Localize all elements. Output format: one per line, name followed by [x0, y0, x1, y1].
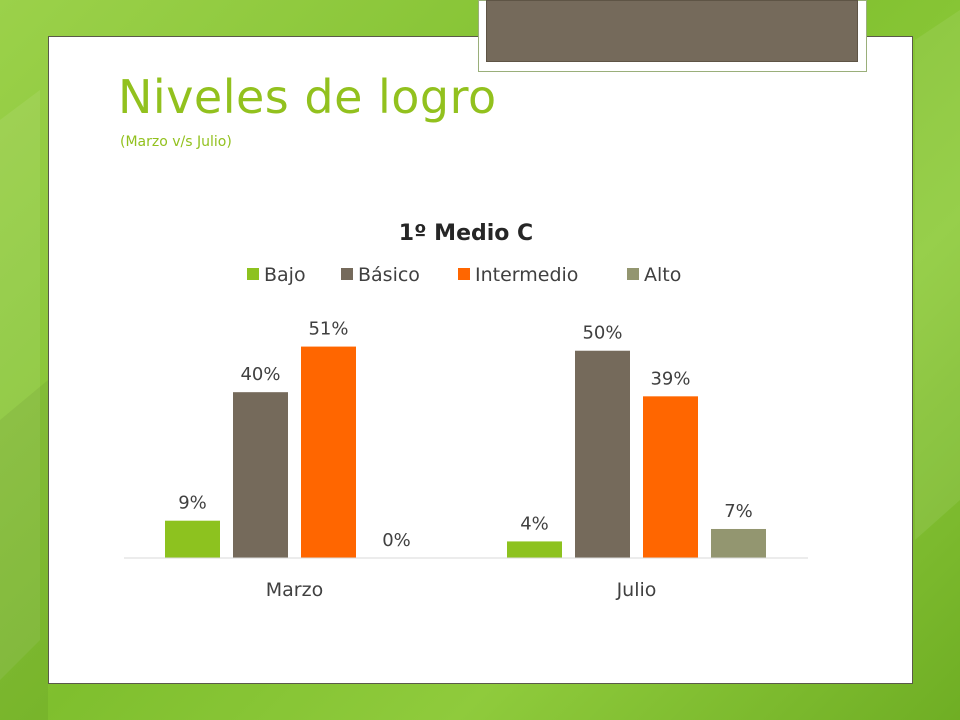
- bar-intermedio-julio: [643, 396, 698, 558]
- bar-bajo-julio: [507, 541, 562, 558]
- chart-legend: Bajo Básico Intermedio Alto: [247, 264, 681, 286]
- data-label-alto-julio: 7%: [724, 501, 753, 522]
- data-label-bajo-julio: 4%: [520, 513, 549, 534]
- chart-data-labels: 9% 40% 51% 0% 4% 50% 39% 7%: [178, 319, 753, 551]
- bar-básico-julio: [575, 350, 630, 558]
- legend-swatch-bajo: [247, 268, 259, 280]
- data-label-básico-julio: 50%: [582, 323, 622, 344]
- legend-label-básico: Básico: [358, 264, 420, 286]
- data-label-alto-marzo: 0%: [382, 530, 411, 551]
- legend-swatch-intermedio: [458, 268, 470, 280]
- bar-alto-julio: [711, 528, 766, 558]
- chart-bars: [165, 346, 766, 558]
- chart-title: 1º Medio C: [399, 221, 533, 246]
- slide-panel: [48, 36, 913, 684]
- bar-básico-marzo: [233, 392, 288, 558]
- x-tick-label-marzo: Marzo: [266, 579, 323, 601]
- slide-subtitle: (Marzo v/s Julio): [120, 134, 232, 150]
- x-tick-label-julio: Julio: [616, 579, 657, 601]
- data-label-básico-marzo: 40%: [240, 364, 280, 385]
- bar-bajo-marzo: [165, 520, 220, 558]
- data-label-intermedio-julio: 39%: [650, 368, 690, 389]
- x-axis-tick-labels: Marzo Julio: [266, 579, 657, 601]
- decorative-block: [486, 0, 858, 62]
- legend-swatch-básico: [341, 268, 353, 280]
- slide-title: Niveles de logro: [118, 70, 497, 124]
- legend-label-intermedio: Intermedio: [475, 264, 578, 286]
- legend-label-bajo: Bajo: [264, 264, 306, 286]
- legend-label-alto: Alto: [644, 264, 681, 286]
- bar-intermedio-marzo: [301, 346, 356, 558]
- legend-swatch-alto: [627, 268, 639, 280]
- data-label-intermedio-marzo: 51%: [308, 319, 348, 340]
- data-label-bajo-marzo: 9%: [178, 493, 207, 514]
